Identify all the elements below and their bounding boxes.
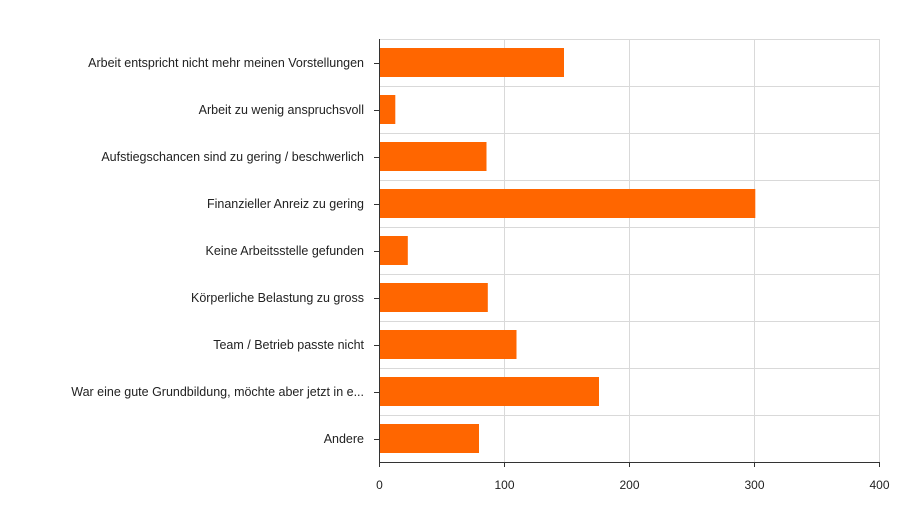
bar <box>379 283 488 312</box>
category-label: Finanzieller Anreiz zu gering <box>207 197 364 211</box>
bar <box>379 424 479 453</box>
category-label: Team / Betrieb passte nicht <box>213 338 364 352</box>
x-tick-label: 400 <box>869 478 889 492</box>
x-tick-labels: 0 100 200 300 400 <box>376 478 890 492</box>
category-label: Arbeit zu wenig anspruchsvoll <box>199 103 364 117</box>
bars <box>379 48 756 453</box>
category-label: Keine Arbeitsstelle gefunden <box>206 244 364 258</box>
bar <box>379 377 599 406</box>
x-tick-label: 300 <box>744 478 764 492</box>
category-label: Arbeit entspricht nicht mehr meinen Vors… <box>88 56 364 70</box>
category-labels: Arbeit entspricht nicht mehr meinen Vors… <box>71 56 364 446</box>
category-label: Aufstiegschancen sind zu gering / beschw… <box>101 150 364 164</box>
x-tick-label: 0 <box>376 478 383 492</box>
x-tick-label: 200 <box>619 478 639 492</box>
bar <box>379 142 487 171</box>
category-label: Körperliche Belastung zu gross <box>191 291 364 305</box>
grid-lines <box>379 39 880 462</box>
bar <box>379 48 564 77</box>
bar <box>379 236 408 265</box>
bar <box>379 330 517 359</box>
x-tick-label: 100 <box>494 478 514 492</box>
bar <box>379 95 396 124</box>
category-label: War eine gute Grundbildung, möchte aber … <box>71 385 364 399</box>
bar <box>379 189 756 218</box>
axes <box>374 39 880 467</box>
category-label: Andere <box>324 432 364 446</box>
